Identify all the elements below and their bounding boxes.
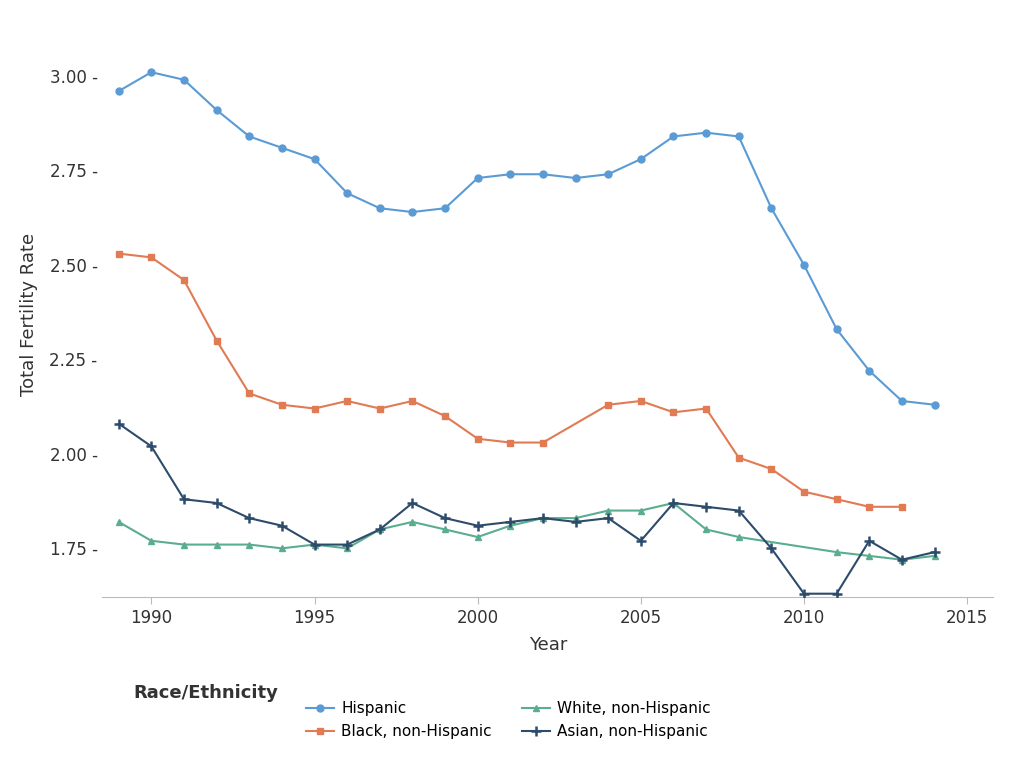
Text: Race/Ethnicity: Race/Ethnicity [133, 684, 278, 702]
Legend: Hispanic, Black, non-Hispanic, White, non-Hispanic, Asian, non-Hispanic: Hispanic, Black, non-Hispanic, White, no… [306, 702, 711, 739]
X-axis label: Year: Year [528, 636, 567, 653]
Y-axis label: Total Fertility Rate: Total Fertility Rate [20, 233, 38, 395]
